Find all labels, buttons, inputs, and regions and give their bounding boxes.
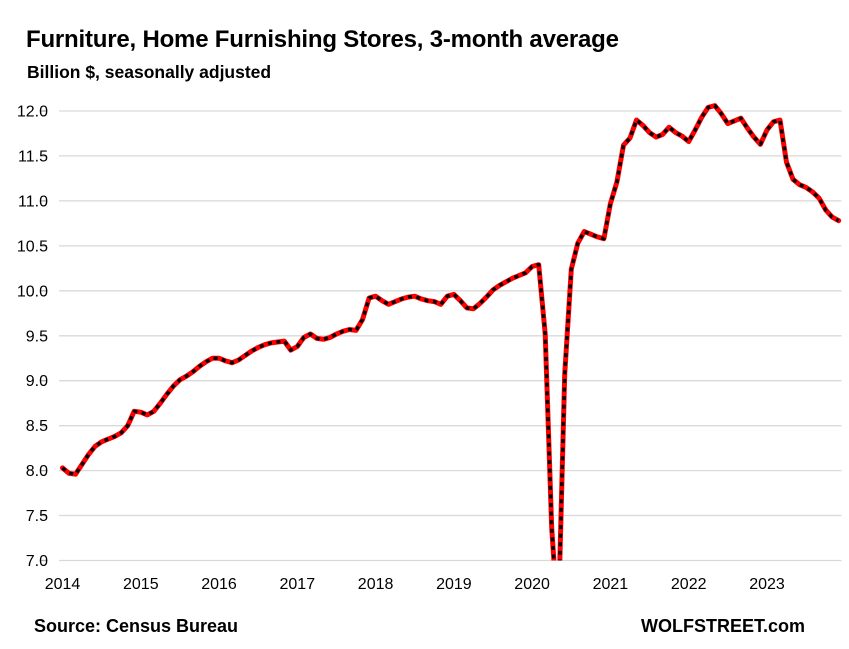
y-tick-label: 7.0 [26,553,48,570]
x-tick-label: 2017 [280,576,316,593]
x-tick-label: 2014 [45,576,81,593]
data-line-black-dash-overlay [61,103,840,561]
x-tick-label: 2023 [749,576,785,593]
y-tick-label: 8.5 [26,418,48,435]
data-line-red [60,103,842,561]
chart-subtitle: Billion $, seasonally adjusted [27,62,272,82]
wolfstreet-brand: WOLFSTREET.com [640,616,805,636]
x-tick-label: 2020 [514,576,550,593]
y-tick-label: 9.0 [26,373,48,390]
y-tick-label: 11.5 [18,148,48,165]
x-tick-label: 2022 [671,576,707,593]
y-tick-label: 8.0 [26,463,48,480]
y-tick-label: 10.5 [17,238,48,255]
y-tick-label: 11.0 [18,193,48,210]
series-group [60,103,842,561]
x-tick-label: 2016 [201,576,237,593]
y-tick-label: 10.0 [17,283,48,300]
x-tick-label: 2018 [358,576,394,593]
chart-title: Furniture, Home Furnishing Stores, 3-mon… [26,26,619,53]
y-tick-label: 9.5 [26,328,48,345]
y-tick-label: 7.5 [26,508,48,525]
x-tick-label: 2021 [593,576,629,593]
y-tick-label: 12.0 [17,104,48,121]
x-tick-label: 2019 [436,576,472,593]
source-credit: Source: Census Bureau [34,616,239,636]
x-tick-label: 2015 [123,576,159,593]
